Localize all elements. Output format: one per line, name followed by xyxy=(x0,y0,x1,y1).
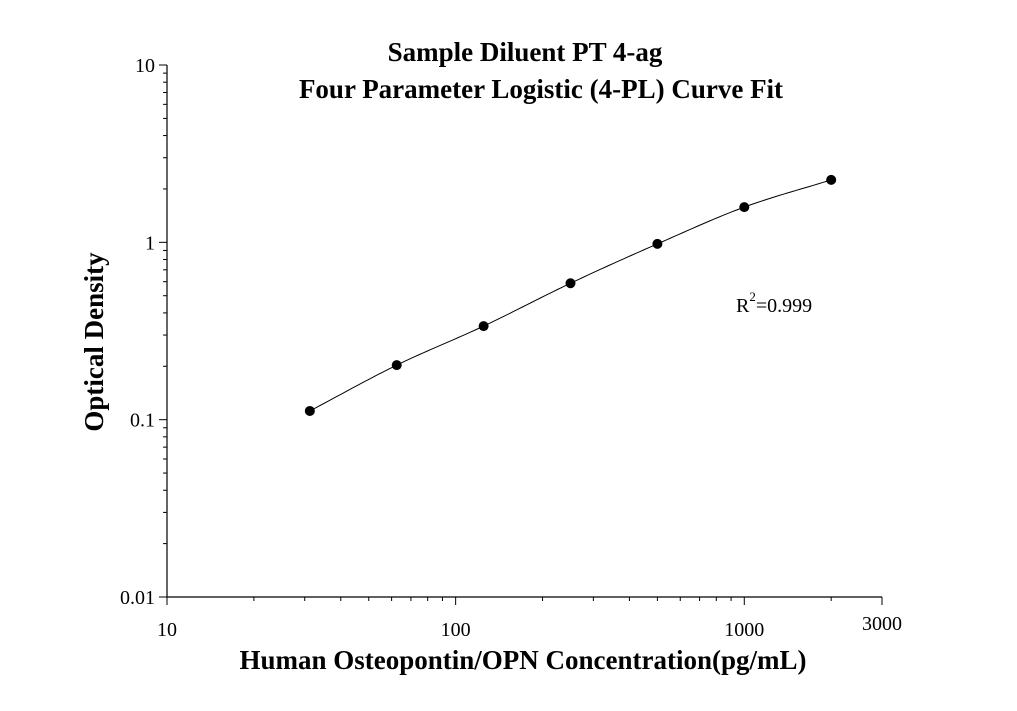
x-tick-label: 3000 xyxy=(862,613,902,635)
chart-title-line2: Four Parameter Logistic (4-PL) Curve Fit xyxy=(299,74,783,104)
x-tick-label: 100 xyxy=(441,619,471,641)
data-point xyxy=(565,278,576,289)
y-tick-label: 1 xyxy=(145,232,155,254)
x-axis-title: Human Osteopontin/OPN Concentration(pg/m… xyxy=(239,645,806,675)
ticks: 10 100 1000 3000 0.01 0.1 1 10 xyxy=(120,55,902,641)
y-tick-label: 0.01 xyxy=(120,587,155,609)
r-squared-annotation: R2=0.999 xyxy=(736,289,812,317)
axes xyxy=(166,65,882,598)
data-point xyxy=(739,202,750,213)
y-tick-label: 0.1 xyxy=(130,410,155,432)
y-tick-label: 10 xyxy=(135,55,155,77)
data-point xyxy=(304,405,315,416)
data-point xyxy=(391,360,402,371)
data-points xyxy=(304,174,837,416)
r-squared-value: =0.999 xyxy=(756,295,812,317)
r-squared-base: R xyxy=(736,295,750,317)
data-point xyxy=(826,174,837,185)
y-axis-title: Optical Density xyxy=(79,252,109,432)
r-squared-superscript: 2 xyxy=(749,289,756,304)
chart-title-line1: Sample Diluent PT 4-ag xyxy=(388,37,663,67)
data-point xyxy=(652,238,663,249)
x-tick-label: 10 xyxy=(157,619,177,641)
data-point xyxy=(478,321,489,332)
x-tick-label: 1000 xyxy=(724,619,764,641)
